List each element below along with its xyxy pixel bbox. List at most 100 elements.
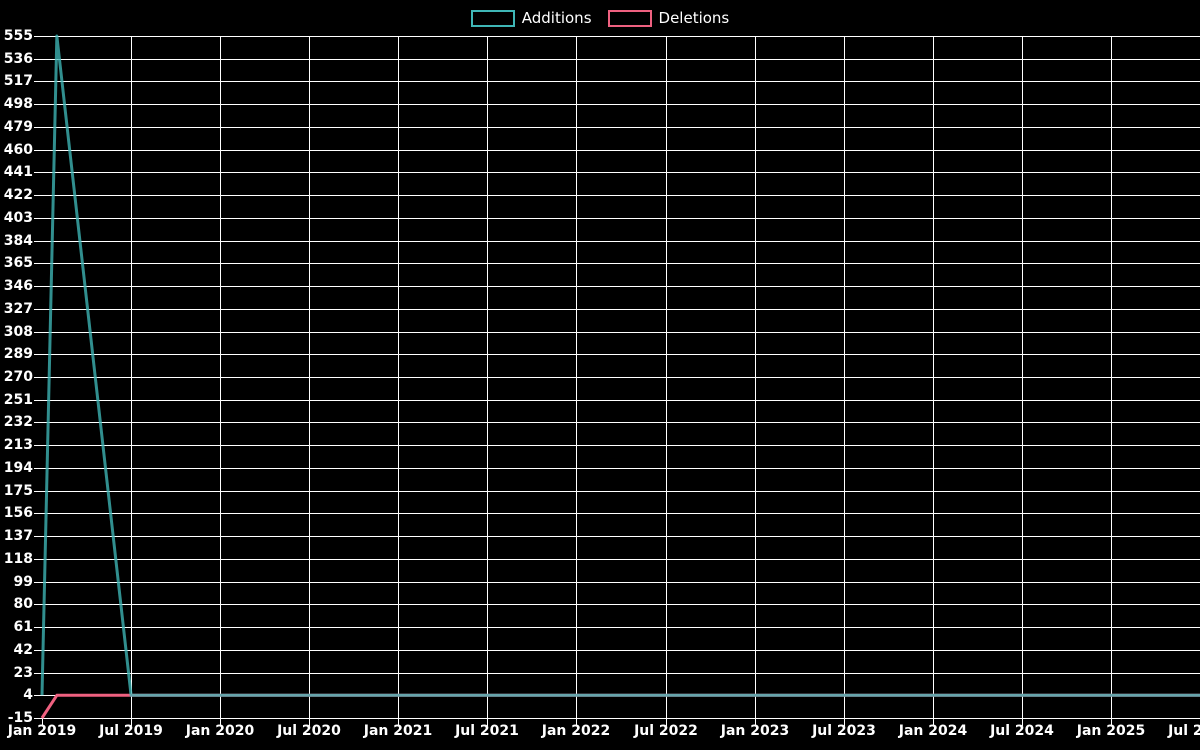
y-axis-tick-label: 137 <box>3 528 33 544</box>
gridline-vertical <box>398 36 399 718</box>
y-axis-tick-mark <box>34 127 42 128</box>
y-axis-tick-label: 175 <box>3 483 33 499</box>
y-axis-tick-label: 213 <box>3 437 33 453</box>
y-axis-tick-label: 460 <box>3 142 33 158</box>
x-axis-tick-label: Jan 2021 <box>363 723 433 739</box>
y-axis-tick-label: 23 <box>13 665 33 681</box>
y-axis-tick-mark <box>34 513 42 514</box>
y-axis-tick-mark <box>34 491 42 492</box>
y-axis-tick-mark <box>34 673 42 674</box>
gridline-horizontal <box>42 604 1200 605</box>
y-axis-tick-label: 61 <box>13 619 33 635</box>
y-axis-tick-mark <box>34 400 42 401</box>
y-axis-tick-mark <box>34 559 42 560</box>
x-axis-tick-label: Jan 2024 <box>898 723 968 739</box>
x-axis-tick-label: Jan 2020 <box>185 723 255 739</box>
legend-entry-additions[interactable]: Additions <box>470 9 592 27</box>
gridline-horizontal <box>42 195 1200 196</box>
x-axis-tick-label: Jul 2025 <box>1168 723 1200 739</box>
gridline-horizontal <box>42 559 1200 560</box>
y-axis-tick-label: 346 <box>3 278 33 294</box>
x-axis-tick-label: Jul 2023 <box>812 723 876 739</box>
gridline-horizontal <box>42 354 1200 355</box>
x-axis-tick-label: Jul 2022 <box>634 723 698 739</box>
gridline-vertical <box>1111 36 1112 718</box>
gridline-vertical <box>576 36 577 718</box>
gridline-horizontal <box>42 445 1200 446</box>
gridline-vertical <box>933 36 934 718</box>
gridline-horizontal <box>42 150 1200 151</box>
x-axis-tick-label: Jul 2020 <box>277 723 341 739</box>
x-axis-tick-mark <box>576 718 577 726</box>
gridline-horizontal <box>42 491 1200 492</box>
gridline-horizontal <box>42 286 1200 287</box>
legend-label-deletions: Deletions <box>658 8 730 27</box>
y-axis-tick-mark <box>34 604 42 605</box>
legend-swatch-deletions-icon <box>607 9 652 27</box>
gridline-horizontal <box>42 81 1200 82</box>
y-axis-tick-label: 536 <box>3 51 33 67</box>
x-axis-tick-mark <box>309 718 310 726</box>
x-axis-tick-label: Jan 2025 <box>1076 723 1146 739</box>
gridline-horizontal <box>42 332 1200 333</box>
y-axis-tick-label: 251 <box>3 392 33 408</box>
y-axis-tick-label: -15 <box>7 710 33 726</box>
gridline-horizontal <box>42 218 1200 219</box>
gridline-horizontal <box>42 513 1200 514</box>
gridline-horizontal <box>42 400 1200 401</box>
y-axis-tick-label: 194 <box>3 460 33 476</box>
y-axis-tick-mark <box>34 718 42 719</box>
legend-entry-deletions[interactable]: Deletions <box>607 8 730 27</box>
series-line-additions <box>40 34 1200 697</box>
y-axis-tick-label: 479 <box>3 119 33 135</box>
plot-area: 555 536 517 498 479 460 441 422 403 384 365 346 327 3… <box>4 29 1200 738</box>
legend-swatch-additions-icon <box>470 9 515 27</box>
gridline-vertical <box>309 36 310 718</box>
y-axis-tick-label: 498 <box>3 96 33 112</box>
y-axis-tick-label: 80 <box>13 596 33 612</box>
gridline-horizontal <box>42 582 1200 583</box>
gridline-vertical <box>666 36 667 718</box>
x-axis-tick-label: Jan 2019 <box>7 723 77 739</box>
gridline-horizontal <box>42 172 1200 173</box>
y-axis-tick-label: 232 <box>3 414 33 430</box>
y-axis-tick-label: 403 <box>3 210 33 226</box>
x-axis-tick-label: Jan 2023 <box>720 723 790 739</box>
y-axis-tick-label: 365 <box>3 255 33 271</box>
gridline-vertical <box>755 36 756 718</box>
y-axis-tick-mark <box>34 695 42 696</box>
y-axis-tick-label: 270 <box>3 369 33 385</box>
gridline-vertical <box>131 36 132 718</box>
x-axis-tick-mark <box>42 718 43 726</box>
gridline-vertical <box>487 36 488 718</box>
y-axis-tick-mark <box>34 422 42 423</box>
gridline-horizontal <box>42 468 1200 469</box>
y-axis-tick-mark <box>34 627 42 628</box>
series-line-deletions <box>40 693 1200 719</box>
y-axis-tick-mark <box>34 286 42 287</box>
x-axis-tick-label: Jul 2024 <box>990 723 1054 739</box>
y-axis-tick-mark <box>34 354 42 355</box>
y-axis-tick-mark <box>34 172 42 173</box>
x-axis-tick-mark <box>487 718 488 726</box>
y-axis-tick-mark <box>34 582 42 583</box>
gridline-horizontal <box>42 127 1200 128</box>
y-axis-tick-mark <box>34 36 42 37</box>
gridline-horizontal <box>42 377 1200 378</box>
gridline-horizontal <box>42 309 1200 310</box>
y-axis-tick-mark <box>34 309 42 310</box>
y-axis-tick-label: 289 <box>3 346 33 362</box>
gridline-vertical <box>844 36 845 718</box>
y-axis-tick-mark <box>34 195 42 196</box>
y-axis-tick-mark <box>34 218 42 219</box>
y-axis-tick-mark <box>34 263 42 264</box>
y-axis-tick-mark <box>34 536 42 537</box>
y-axis-tick-mark <box>34 241 42 242</box>
y-axis-tick-label: 384 <box>3 233 33 249</box>
gridline-horizontal <box>42 627 1200 628</box>
gridline-horizontal <box>42 536 1200 537</box>
y-axis-tick-mark <box>34 150 42 151</box>
x-axis-tick-label: Jan 2022 <box>541 723 611 739</box>
x-axis-tick-label: Jul 2019 <box>99 723 163 739</box>
